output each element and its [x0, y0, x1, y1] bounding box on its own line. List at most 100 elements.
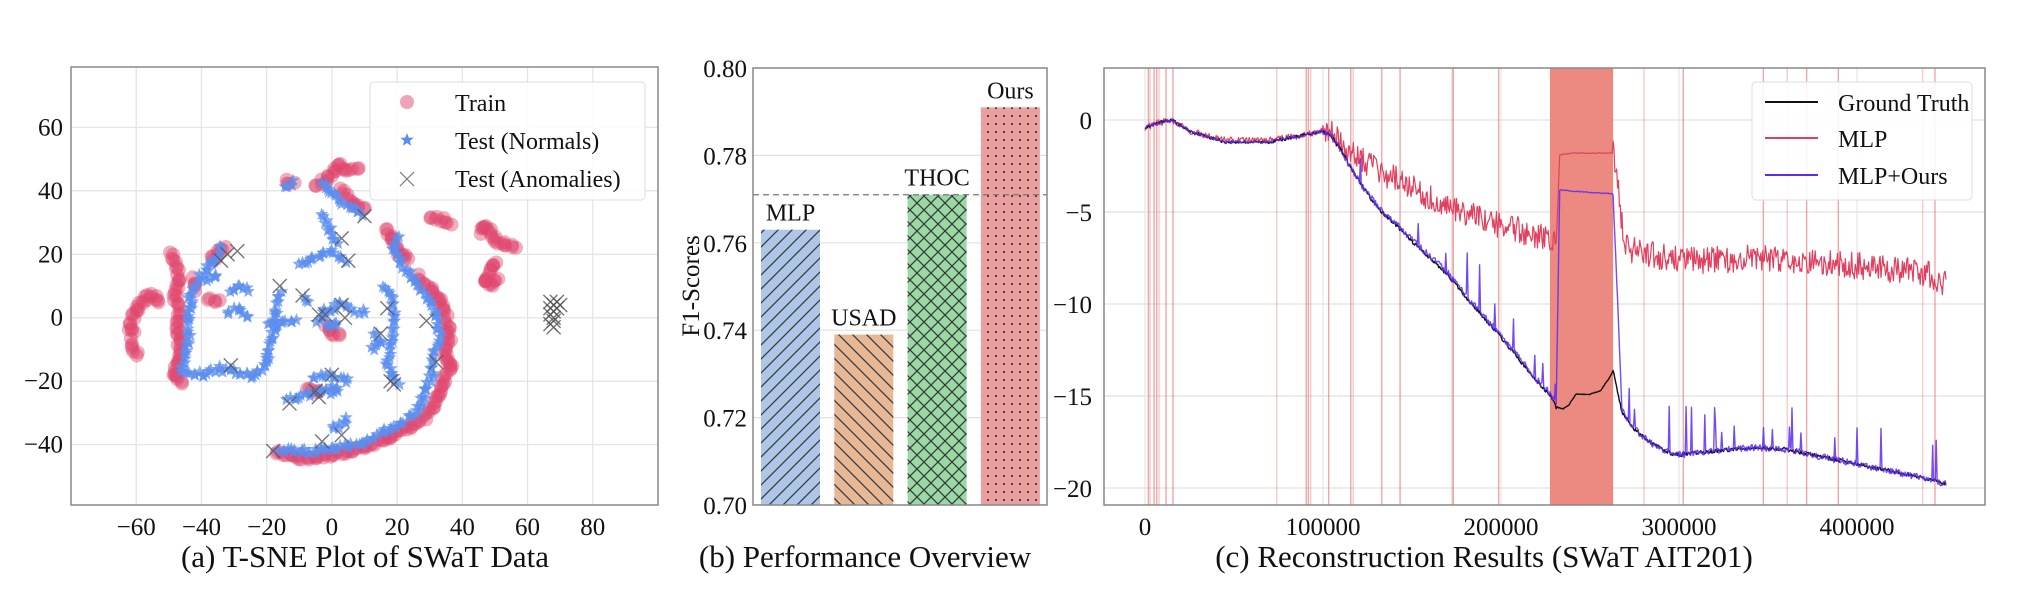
normal-point: [333, 438, 347, 452]
normal-point: [213, 246, 227, 260]
anomaly-point: [334, 297, 350, 313]
normal-point: [200, 273, 214, 287]
train-point: [441, 353, 456, 368]
train-point: [165, 251, 179, 266]
bar-thoc: THOC: [904, 166, 970, 506]
normal-point: [384, 303, 399, 316]
anomaly-point: [418, 313, 434, 329]
normal-point: [215, 365, 230, 378]
bar-bars: MLP USAD THOC Ours: [761, 78, 1040, 506]
normal-point: [418, 286, 432, 300]
normal-point: [382, 338, 396, 352]
bar-axes-frame: [752, 67, 1048, 506]
train-point: [379, 222, 394, 237]
train-point: [497, 238, 512, 253]
bar-hatch: [761, 229, 820, 505]
normal-point: [340, 299, 354, 313]
normal-point: [277, 444, 291, 458]
train-point: [426, 401, 441, 416]
normal-point: [383, 424, 397, 438]
normal-point: [340, 197, 354, 211]
train-point: [444, 333, 458, 348]
train-point: [484, 222, 498, 237]
tsne-y-tick-label: −20: [24, 368, 63, 395]
normal-point: [211, 250, 225, 263]
train-point: [151, 295, 166, 310]
train-point: [485, 259, 500, 274]
normal-point: [182, 300, 196, 314]
recon-y-tick-label: −20: [1053, 476, 1092, 503]
train-point: [131, 303, 146, 318]
recon-y-tick-label: 0: [1080, 108, 1093, 135]
train-point: [444, 217, 459, 232]
train-point: [170, 259, 185, 274]
normal-point: [202, 271, 216, 285]
train-point: [342, 163, 357, 178]
normal-point: [378, 281, 392, 294]
normal-point: [405, 269, 419, 283]
normal-point: [223, 284, 237, 298]
tsne-x-tick-label: 0: [326, 514, 339, 541]
bar-y-tick-label: 0.74: [703, 318, 747, 345]
normal-point: [390, 231, 404, 244]
train-point: [163, 245, 178, 260]
tsne-x-tick-label: 80: [580, 514, 605, 541]
normal-point: [326, 419, 340, 432]
train-point: [487, 273, 502, 288]
bar-label: USAD: [831, 306, 896, 332]
legend-train-label: Train: [455, 91, 506, 117]
train-point: [443, 362, 458, 377]
normal-point: [407, 274, 422, 288]
bar-label: MLP: [766, 201, 815, 227]
normal-point: [212, 362, 226, 376]
train-point: [437, 368, 452, 383]
legend-anomalies-x-icon: [399, 171, 415, 187]
normal-point: [333, 194, 347, 208]
normal-point: [235, 306, 250, 320]
normal-point: [386, 314, 400, 328]
anomaly-point: [272, 278, 288, 294]
anomaly-point: [324, 367, 340, 383]
normal-point: [348, 200, 362, 214]
normal-point: [188, 368, 202, 381]
bar-label: Ours: [987, 78, 1034, 104]
legend-train-marker-icon: [400, 95, 414, 109]
train-point: [380, 222, 395, 237]
anomaly-point: [314, 434, 330, 450]
normal-point: [286, 173, 300, 187]
normal-point: [178, 355, 192, 369]
train-point: [350, 162, 365, 177]
recon-caption: (c) Reconstruction Results (SWaT AIT201): [1215, 539, 1753, 574]
normal-point: [385, 321, 399, 335]
normal-point: [332, 421, 346, 434]
normal-point: [284, 314, 298, 328]
normal-point: [331, 249, 346, 263]
train-point: [208, 293, 222, 308]
anomaly-point: [223, 357, 239, 373]
train-point: [130, 345, 145, 360]
anomaly-point: [428, 354, 444, 370]
train-point: [127, 325, 142, 340]
normal-point: [328, 232, 342, 245]
normal-point: [352, 306, 367, 320]
recon-y-tick-label: −10: [1053, 292, 1092, 319]
train-point: [129, 348, 144, 363]
train-point: [404, 419, 419, 434]
tsne-y-tick-label: 60: [38, 114, 63, 141]
train-point: [476, 220, 490, 235]
normal-point: [271, 294, 285, 308]
normal-point: [385, 334, 400, 347]
normal-point: [275, 284, 289, 298]
train-point: [200, 292, 215, 307]
train-point: [124, 323, 139, 338]
bar-mlp: MLP: [761, 201, 820, 505]
anomaly-region: [1549, 68, 1614, 505]
train-point: [505, 240, 520, 255]
train-point: [135, 294, 150, 309]
bar-hatch: [834, 334, 894, 505]
normal-point: [278, 179, 292, 193]
train-point: [331, 157, 346, 172]
bar-label: THOC: [904, 166, 969, 192]
train-point: [487, 234, 502, 249]
normal-point: [414, 282, 428, 295]
